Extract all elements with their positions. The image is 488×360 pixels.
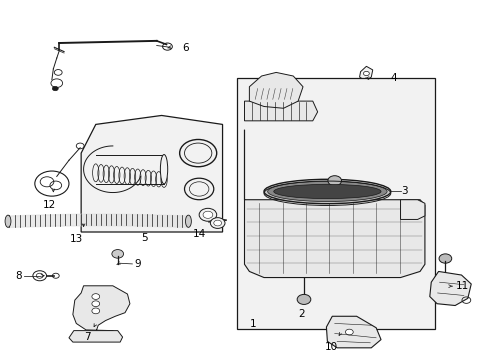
Circle shape <box>203 211 212 219</box>
Circle shape <box>52 86 58 91</box>
Ellipse shape <box>273 184 380 199</box>
Polygon shape <box>249 72 303 108</box>
Polygon shape <box>326 316 380 348</box>
Circle shape <box>438 254 451 263</box>
Text: 5: 5 <box>141 233 147 243</box>
Text: 7: 7 <box>84 332 91 342</box>
Text: 11: 11 <box>455 281 468 291</box>
Ellipse shape <box>264 179 390 204</box>
Polygon shape <box>429 271 470 306</box>
Circle shape <box>327 176 341 186</box>
Text: 1: 1 <box>249 319 256 329</box>
Polygon shape <box>73 286 130 341</box>
Text: 14: 14 <box>193 229 206 239</box>
Text: 2: 2 <box>298 309 305 319</box>
Polygon shape <box>400 200 424 220</box>
Ellipse shape <box>160 154 167 184</box>
Polygon shape <box>69 330 122 342</box>
Circle shape <box>112 249 123 258</box>
Circle shape <box>199 208 216 221</box>
Circle shape <box>92 294 100 300</box>
Bar <box>237 78 434 329</box>
Polygon shape <box>244 101 317 121</box>
Text: 6: 6 <box>182 43 188 53</box>
Text: 3: 3 <box>401 186 407 197</box>
Text: 13: 13 <box>69 234 83 244</box>
Circle shape <box>210 218 224 228</box>
Polygon shape <box>359 66 372 81</box>
Ellipse shape <box>5 215 11 227</box>
Circle shape <box>213 220 221 226</box>
Circle shape <box>363 71 368 76</box>
Text: 4: 4 <box>390 73 397 83</box>
Text: 8: 8 <box>16 271 22 281</box>
Circle shape <box>92 308 100 314</box>
Circle shape <box>345 329 352 335</box>
Polygon shape <box>81 116 222 232</box>
Circle shape <box>92 301 100 307</box>
Text: 10: 10 <box>324 342 337 352</box>
Circle shape <box>297 294 310 305</box>
Text: 12: 12 <box>43 200 56 210</box>
Polygon shape <box>244 130 424 278</box>
Text: 9: 9 <box>135 259 141 269</box>
Ellipse shape <box>185 215 191 227</box>
Ellipse shape <box>267 181 386 202</box>
